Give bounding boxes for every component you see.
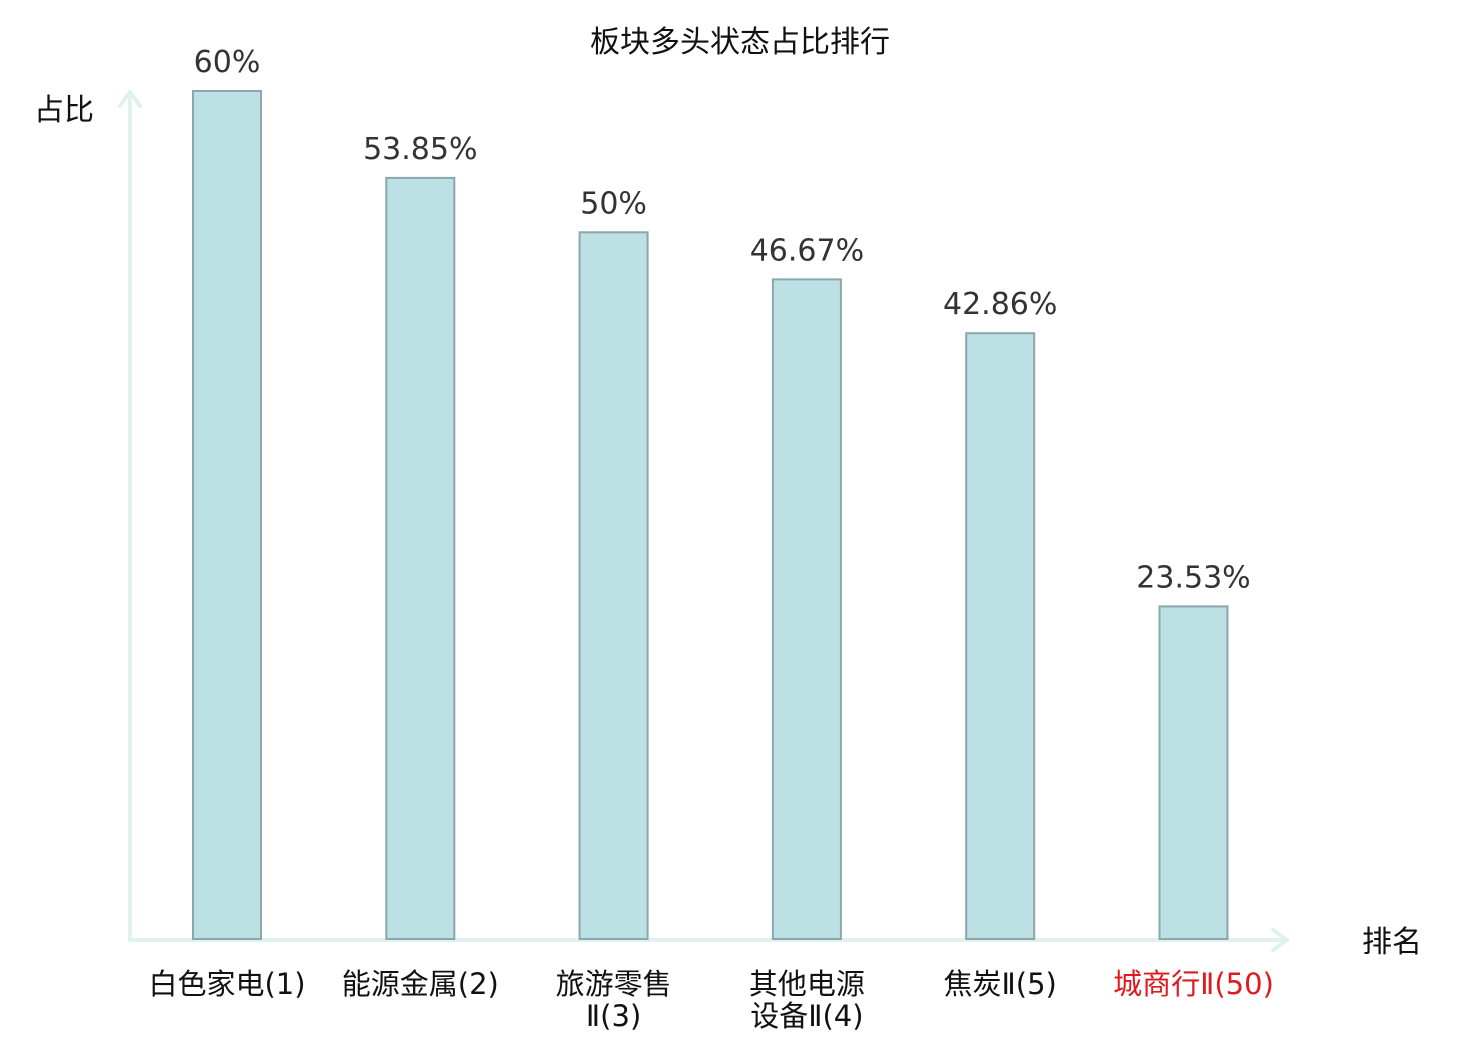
value-label: 46.67% [750, 233, 864, 268]
category-label-line: 焦炭Ⅱ(5) [944, 967, 1057, 1001]
value-labels: 60% 53.85% 50% 46.67% 42.86% 23.53% [194, 45, 1251, 595]
category-label: 焦炭Ⅱ(5) [944, 967, 1057, 1001]
category-label: 城商行Ⅱ(50) [1113, 967, 1274, 1001]
category-label-line: 能源金属(2) [342, 967, 499, 1001]
bar [385, 176, 456, 940]
category-label-line: 白色家电(1) [148, 967, 305, 1001]
y-axis-label: 占比 [34, 93, 94, 128]
x-axis-arrow [1271, 928, 1289, 952]
bars [192, 90, 1229, 941]
category-label-line: 城商行Ⅱ(50) [1113, 967, 1274, 1001]
value-label: 23.53% [1136, 560, 1250, 595]
y-axis-arrow [118, 90, 142, 108]
bar [192, 90, 262, 940]
axes [118, 90, 1289, 952]
category-label: 能源金属(2) [342, 967, 499, 1001]
bar [965, 332, 1036, 940]
category-label-line: 其他电源 [749, 967, 865, 1001]
bar [1158, 605, 1229, 941]
value-label: 50% [580, 186, 647, 221]
category-label: 其他电源设备Ⅱ(4) [749, 967, 865, 1033]
category-label: 白色家电(1) [148, 967, 305, 1001]
value-label: 42.86% [943, 287, 1057, 322]
x-axis-label: 排名 [1362, 925, 1422, 960]
category-label-line: Ⅱ(3) [586, 999, 641, 1033]
category-label: 旅游零售 Ⅱ(3) [556, 967, 672, 1033]
bar [578, 231, 649, 941]
value-label: 60% [194, 45, 261, 80]
bar [771, 278, 842, 940]
value-label: 53.85% [363, 132, 477, 167]
chart-title: 板块多头状态占比排行 [590, 25, 890, 60]
category-label-line: 旅游零售 [556, 967, 672, 1001]
category-labels: 白色家电(1) 能源金属(2) 旅游零售 Ⅱ(3) 其他电源设备Ⅱ(4) 焦炭Ⅱ(5) 城商… [148, 967, 1273, 1033]
category-label-line: 设备Ⅱ(4) [750, 999, 863, 1033]
